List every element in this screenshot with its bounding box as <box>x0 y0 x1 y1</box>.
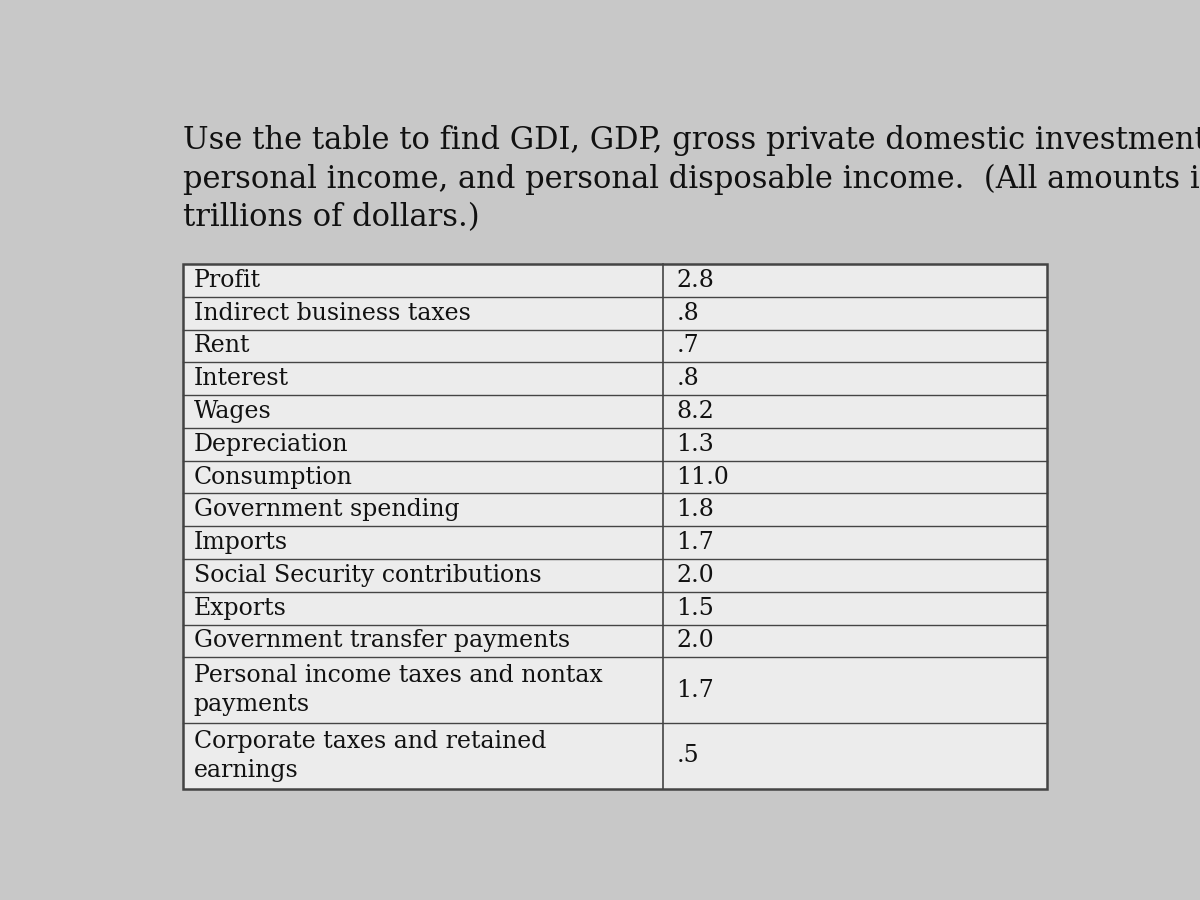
Text: 2.0: 2.0 <box>677 629 714 652</box>
Text: Use the table to find GDI, GDP, gross private domestic investment,: Use the table to find GDI, GDP, gross pr… <box>182 125 1200 157</box>
Text: Profit: Profit <box>193 269 260 292</box>
Text: Personal income taxes and nontax
payments: Personal income taxes and nontax payment… <box>193 664 602 716</box>
Text: .5: .5 <box>677 744 700 767</box>
Text: Government spending: Government spending <box>193 499 460 521</box>
Text: 1.3: 1.3 <box>677 433 714 455</box>
Text: trillions of dollars.): trillions of dollars.) <box>182 202 479 232</box>
Text: 1.8: 1.8 <box>677 499 714 521</box>
Text: Rent: Rent <box>193 335 251 357</box>
Text: Indirect business taxes: Indirect business taxes <box>193 302 470 325</box>
Text: .7: .7 <box>677 335 700 357</box>
Text: Exports: Exports <box>193 597 287 620</box>
Text: Social Security contributions: Social Security contributions <box>193 564 541 587</box>
Text: Corporate taxes and retained
earnings: Corporate taxes and retained earnings <box>193 730 546 782</box>
Text: 8.2: 8.2 <box>677 400 714 423</box>
Text: Wages: Wages <box>193 400 271 423</box>
Text: personal income, and personal disposable income.  (All amounts in: personal income, and personal disposable… <box>182 164 1200 194</box>
Text: 1.7: 1.7 <box>677 531 714 554</box>
Text: 1.5: 1.5 <box>677 597 714 620</box>
Text: 2.8: 2.8 <box>677 269 714 292</box>
Text: Government transfer payments: Government transfer payments <box>193 629 570 652</box>
Text: 11.0: 11.0 <box>677 465 730 489</box>
Text: Depreciation: Depreciation <box>193 433 348 455</box>
Text: Imports: Imports <box>193 531 288 554</box>
Text: .8: .8 <box>677 367 700 391</box>
Text: 2.0: 2.0 <box>677 564 714 587</box>
Text: .8: .8 <box>677 302 700 325</box>
Text: 1.7: 1.7 <box>677 679 714 702</box>
Text: Interest: Interest <box>193 367 289 391</box>
Text: Consumption: Consumption <box>193 465 353 489</box>
